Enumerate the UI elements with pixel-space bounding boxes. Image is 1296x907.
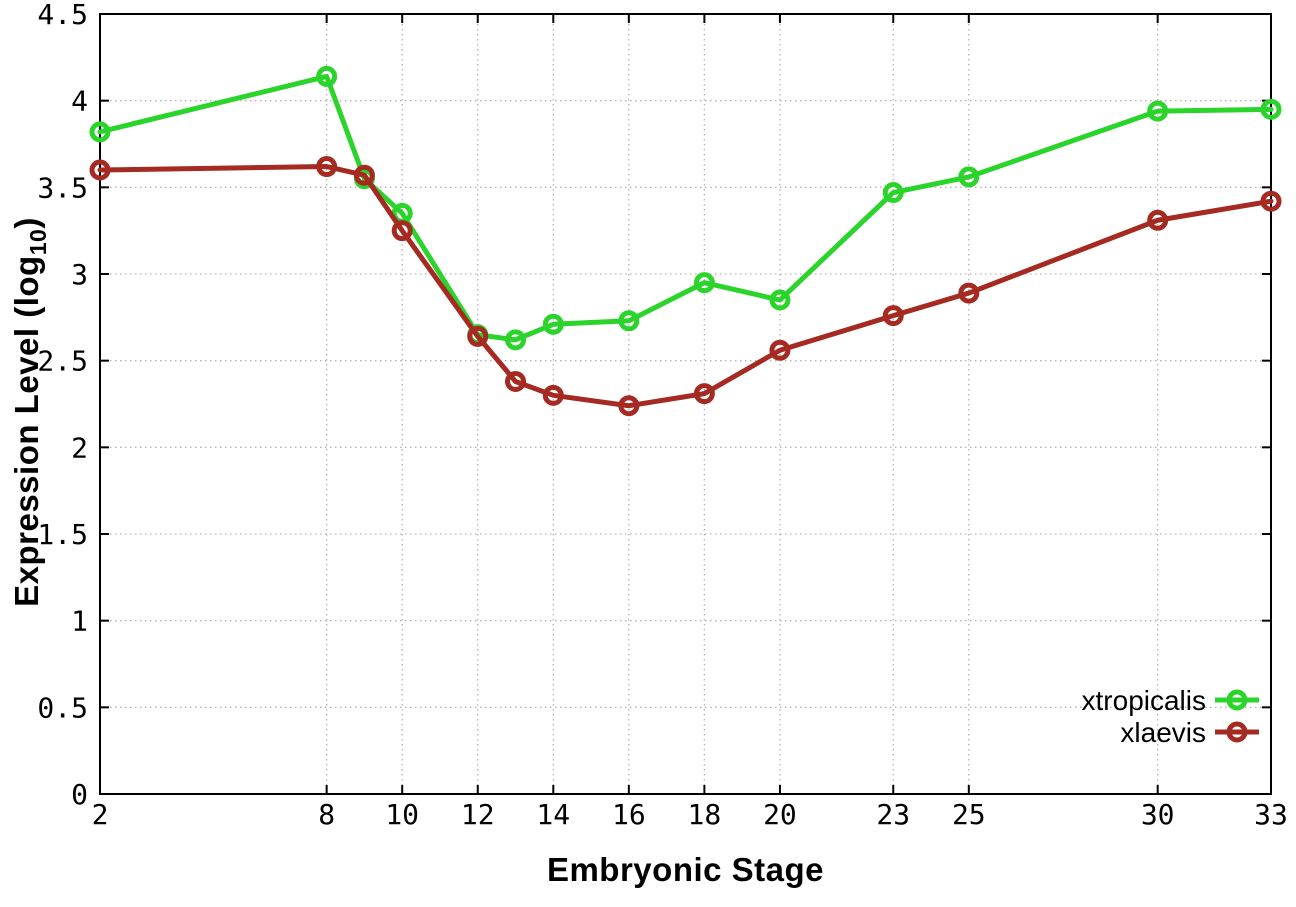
y-tick-label: 2.5 [37, 345, 88, 378]
y-axis-title-close: ) [8, 217, 46, 229]
point-xtropicalis-33 [1260, 98, 1282, 120]
point-xlaevis-18 [693, 383, 715, 405]
point-xtropicalis-16 [618, 310, 640, 332]
x-tick-label: 33 [1254, 798, 1288, 831]
point-xlaevis-20 [769, 339, 791, 361]
point-xtropicalis-2 [89, 121, 111, 143]
legend-marker-xlaevis [1226, 721, 1248, 743]
x-tick-label: 18 [688, 798, 722, 831]
series-line-xtropicalis [97, 73, 1274, 343]
y-axis-title-text: Expression Level (log [8, 255, 46, 607]
x-tick-label: 30 [1141, 798, 1175, 831]
y-axis-title-subscript: 10 [24, 228, 51, 256]
point-xtropicalis-18 [693, 272, 715, 294]
point-xlaevis-13 [505, 370, 527, 392]
y-tick-label: 0.5 [37, 691, 88, 724]
legend-marker-xtropicalis [1226, 689, 1248, 711]
point-xtropicalis-13 [505, 329, 527, 351]
series-line-xlaevis [97, 164, 1274, 409]
point-xlaevis-12 [467, 325, 489, 347]
x-tick-label: 23 [876, 798, 910, 831]
point-xlaevis-14 [542, 384, 564, 406]
point-xtropicalis-23 [882, 182, 904, 204]
point-xlaevis-2 [89, 159, 111, 181]
point-xtropicalis-14 [542, 313, 564, 335]
legend-label-xlaevis: xlaevis [1120, 717, 1206, 748]
y-tick-label: 4 [71, 85, 88, 118]
y-axis-title: Expression Level (log10) [8, 217, 52, 607]
y-tick-label: 0 [71, 778, 88, 811]
x-tick-label: 14 [536, 798, 570, 831]
point-xlaevis-8 [316, 156, 338, 178]
y-tick-label: 1 [71, 605, 88, 638]
plot-border [99, 13, 1272, 795]
point-xlaevis-25 [958, 282, 980, 304]
point-xtropicalis-30 [1147, 100, 1169, 122]
y-tick-label: 3.5 [37, 171, 88, 204]
point-xlaevis-23 [882, 305, 904, 327]
y-tick-label: 4.5 [37, 0, 88, 31]
point-xlaevis-9 [353, 164, 375, 186]
x-tick-label: 25 [952, 798, 986, 831]
x-tick-label: 20 [763, 798, 797, 831]
legend-label-xtropicalis: xtropicalis [1082, 685, 1206, 716]
point-xlaevis-30 [1147, 209, 1169, 231]
point-xtropicalis-25 [958, 166, 980, 188]
x-tick-label: 8 [318, 798, 335, 831]
point-xtropicalis-8 [316, 65, 338, 87]
point-xtropicalis-20 [769, 289, 791, 311]
y-tick-label: 1.5 [37, 518, 88, 551]
point-xlaevis-10 [391, 220, 413, 242]
point-xlaevis-16 [618, 395, 640, 417]
x-axis-title: Embryonic Stage [546, 851, 825, 888]
y-tick-label: 3 [71, 258, 88, 291]
x-tick-label: 16 [612, 798, 646, 831]
point-xlaevis-33 [1260, 190, 1282, 212]
x-tick-label: 10 [385, 798, 419, 831]
x-tick-label: 2 [92, 798, 109, 831]
y-tick-label: 2 [71, 431, 88, 464]
x-tick-label: 12 [461, 798, 495, 831]
